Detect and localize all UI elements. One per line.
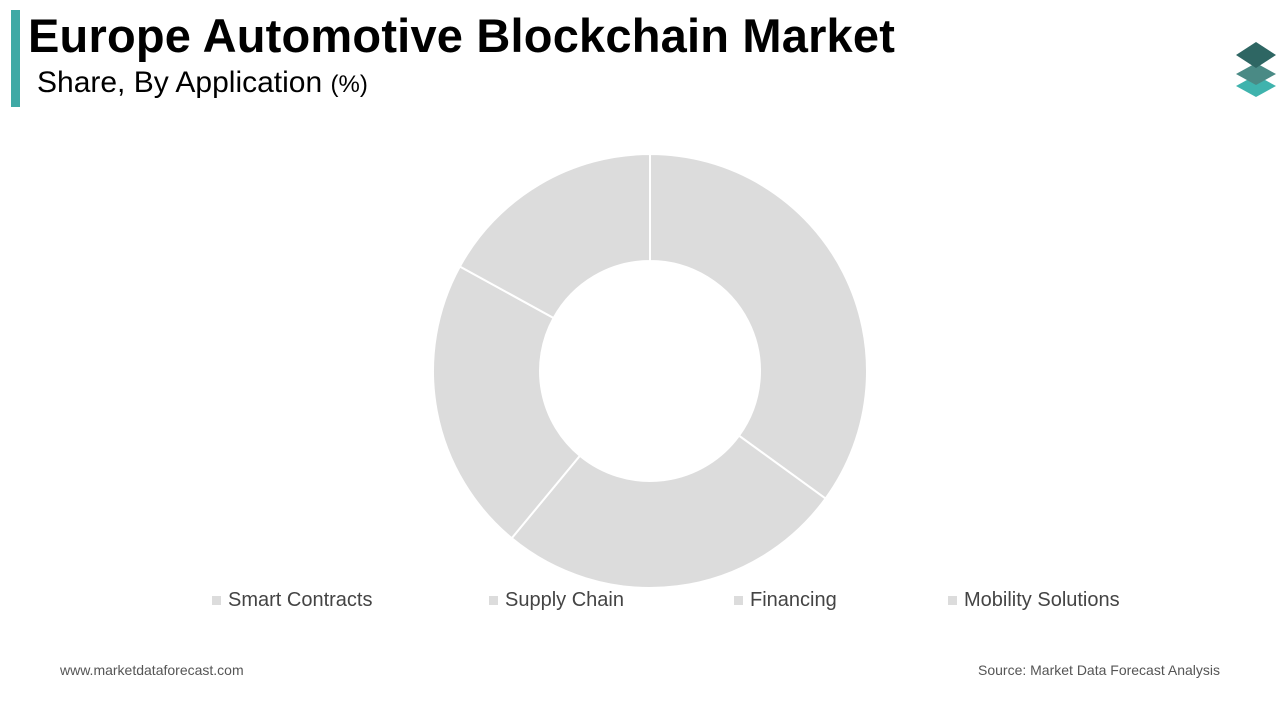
stacked-layers-logo-icon <box>1236 42 1276 97</box>
donut-slices <box>432 152 868 589</box>
chart-legend: Smart Contracts Supply Chain Financing Mobi… <box>0 589 1280 615</box>
legend-item: Mobility Solutions <box>948 589 1120 612</box>
legend-item: Supply Chain <box>489 589 624 612</box>
footer-website: www.marketdataforecast.com <box>60 662 244 678</box>
logo-layer-bottom <box>1236 75 1276 97</box>
legend-label: Financing <box>750 589 837 611</box>
legend-swatch <box>948 596 957 605</box>
donut-slice-supply-chain <box>510 434 827 589</box>
donut-slice-smart-contracts <box>649 152 868 500</box>
subtitle-unit: (%) <box>330 71 368 98</box>
legend-label: Smart Contracts <box>228 589 373 611</box>
footer-source: Source: Market Data Forecast Analysis <box>978 662 1220 678</box>
legend-label: Mobility Solutions <box>964 589 1120 611</box>
page-subtitle: Share, By Application (%) <box>37 66 368 100</box>
legend-item: Financing <box>734 589 837 612</box>
legend-swatch <box>212 596 221 605</box>
subtitle-text: Share, By Application <box>37 66 331 99</box>
donut-slice-financing <box>432 265 582 540</box>
page-title: Europe Automotive Blockchain Market <box>28 9 896 62</box>
donut-slice-mobility-solutions <box>458 152 651 320</box>
legend-label: Supply Chain <box>505 589 624 611</box>
legend-swatch <box>734 596 743 605</box>
title-accent-bar <box>11 10 20 107</box>
legend-item: Smart Contracts <box>212 589 372 612</box>
logo-layer-top <box>1236 42 1276 68</box>
logo-layer-middle <box>1236 63 1276 85</box>
legend-swatch <box>489 596 498 605</box>
